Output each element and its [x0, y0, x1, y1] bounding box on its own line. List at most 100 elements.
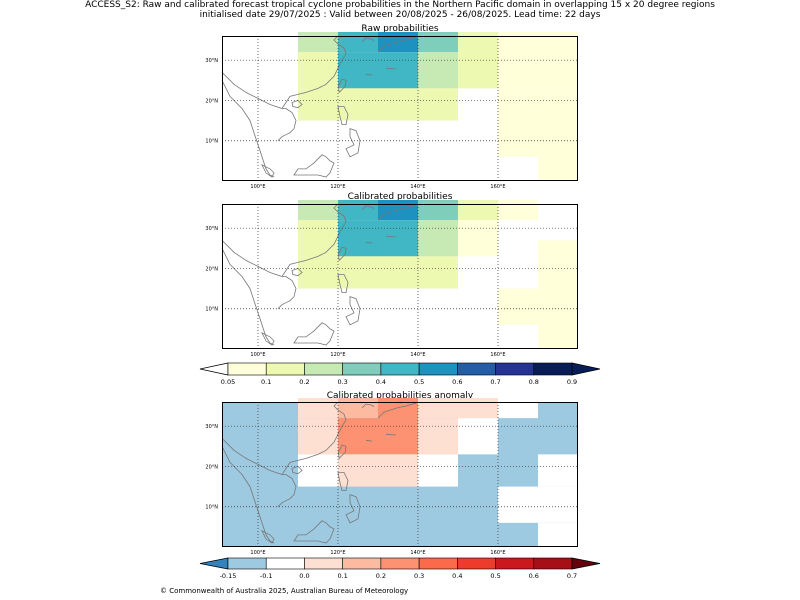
probability-cell — [458, 397, 498, 419]
y-tick-label: 10°N — [205, 139, 218, 145]
figure-title-line2: initialised date 29/07/2025 : Valid betw… — [199, 10, 601, 20]
probability-cell — [458, 31, 498, 53]
probability-cell — [538, 240, 578, 257]
x-tick-label: 140°E — [410, 550, 425, 556]
colorbar-tick-label: 0.7 — [567, 572, 577, 580]
y-tick-label: 20°N — [205, 464, 218, 470]
probability-cell — [538, 324, 578, 349]
probability-cell — [498, 486, 578, 523]
coastline — [277, 474, 297, 507]
colorbar-tick-label: -0.15 — [220, 572, 237, 580]
colorbar-tick-label: 0.1 — [261, 378, 271, 386]
colorbar-under-arrow — [199, 557, 229, 570]
coastline — [337, 472, 361, 524]
coastline — [361, 37, 375, 43]
colorbar-tick-label: 0.5 — [414, 378, 424, 386]
colorbar-segment — [227, 362, 267, 376]
colorbar-tick-label: 0.4 — [376, 378, 386, 386]
probability-cell — [298, 397, 338, 419]
coastline — [361, 205, 375, 211]
colorbar-tick-label: 0.05 — [221, 378, 235, 386]
probability-cell — [498, 52, 578, 89]
copyright-footer: © Commonwealth of Australia 2025, Austra… — [160, 587, 409, 595]
colorbar-under-arrow — [199, 362, 229, 376]
coastline — [293, 154, 335, 178]
coastline — [221, 80, 275, 178]
y-tick-label: 10°N — [205, 505, 218, 511]
probability-cell — [498, 199, 538, 221]
map-anomaly-xticks: 100°E 120°E 140°E 160°E — [250, 550, 505, 556]
colorbar-segment — [342, 557, 382, 570]
colorbar-tick-label: 0.3 — [414, 572, 424, 580]
coastline — [221, 35, 347, 109]
probability-cell — [458, 52, 498, 89]
colorbar-segment — [533, 557, 573, 570]
map-calibrated: 30°N 20°N 10°N — [205, 199, 578, 349]
coastline — [293, 520, 335, 544]
colorbar-prob: 0.05 0.1 0.2 0.3 0.4 0.5 0.6 0.7 0.8 0.9 — [199, 362, 601, 386]
coastline — [261, 530, 275, 544]
y-tick-label: 30°N — [205, 424, 218, 430]
coastline — [365, 433, 397, 442]
x-tick-label: 140°E — [410, 184, 425, 190]
probability-cell — [298, 256, 458, 289]
coastline — [221, 203, 347, 277]
x-tick-label: 120°E — [330, 550, 345, 556]
colorbar-tick-label: 0.6 — [529, 572, 539, 580]
probability-cell — [498, 120, 578, 157]
x-tick-label: 100°E — [250, 550, 265, 556]
colorbar-tick-label: 0.5 — [490, 572, 500, 580]
colorbar-tick-label: 0.3 — [337, 378, 347, 386]
coastline — [221, 401, 347, 475]
colorbar-segment — [495, 362, 535, 376]
colorbar-tick-label: 0.0 — [299, 572, 309, 580]
colorbar-segment — [495, 557, 535, 570]
coastline — [221, 446, 275, 544]
colorbar-tick-label: 0.9 — [567, 378, 577, 386]
x-tick-label: 160°E — [490, 550, 505, 556]
probability-cell — [378, 397, 418, 419]
probability-cell — [298, 88, 458, 121]
colorbar-tick-label: 0.4 — [452, 572, 462, 580]
colorbar-segment — [418, 362, 458, 376]
colorbar-segment — [265, 362, 305, 376]
colorbar-segment — [418, 557, 458, 570]
colorbar-segment — [380, 557, 420, 570]
coastline — [261, 332, 275, 346]
colorbar-tick-label: 0.7 — [490, 378, 500, 386]
x-tick-label: 140°E — [410, 352, 425, 358]
map-title-raw: Raw probabilities — [361, 24, 439, 34]
coastline — [337, 444, 347, 460]
probability-cell — [538, 156, 578, 181]
map-frame — [222, 204, 578, 349]
colorbar-tick-label: 0.2 — [299, 378, 309, 386]
probability-cell — [298, 199, 338, 221]
y-tick-label: 20°N — [205, 266, 218, 272]
probability-cell — [298, 31, 338, 53]
colorbar-segment — [457, 557, 496, 570]
colorbar-tick-label: 0.2 — [376, 572, 386, 580]
probability-cell — [418, 52, 458, 89]
coastline — [377, 203, 419, 221]
coastline — [261, 164, 275, 178]
colorbar-over-arrow — [571, 557, 601, 570]
colorbar-anom: -0.15 -0.1 0.0 0.1 0.2 0.3 0.4 0.5 0.6 0.7 — [199, 557, 601, 580]
probability-cell — [498, 31, 578, 53]
probability-cell — [418, 31, 458, 53]
colorbar-tick-label: 0.8 — [529, 378, 539, 386]
x-tick-label: 120°E — [330, 352, 345, 358]
coastline — [361, 403, 375, 409]
x-tick-label: 100°E — [250, 352, 265, 358]
figure-title-line1: ACCESS_S2: Raw and calibrated forecast t… — [85, 0, 715, 10]
colorbar-segment — [342, 362, 382, 376]
colorbar-segment — [533, 362, 573, 376]
coastline — [293, 322, 335, 346]
coastline — [277, 108, 297, 141]
probability-cell — [538, 522, 578, 547]
probability-cell — [458, 418, 498, 455]
map-title-anomaly: Calibrated probabilities anomaly — [326, 391, 474, 401]
coastline — [277, 276, 297, 309]
probability-cell — [498, 397, 538, 419]
probability-cell — [298, 418, 338, 455]
map-title-calibrated: Calibrated probabilities — [347, 192, 453, 202]
